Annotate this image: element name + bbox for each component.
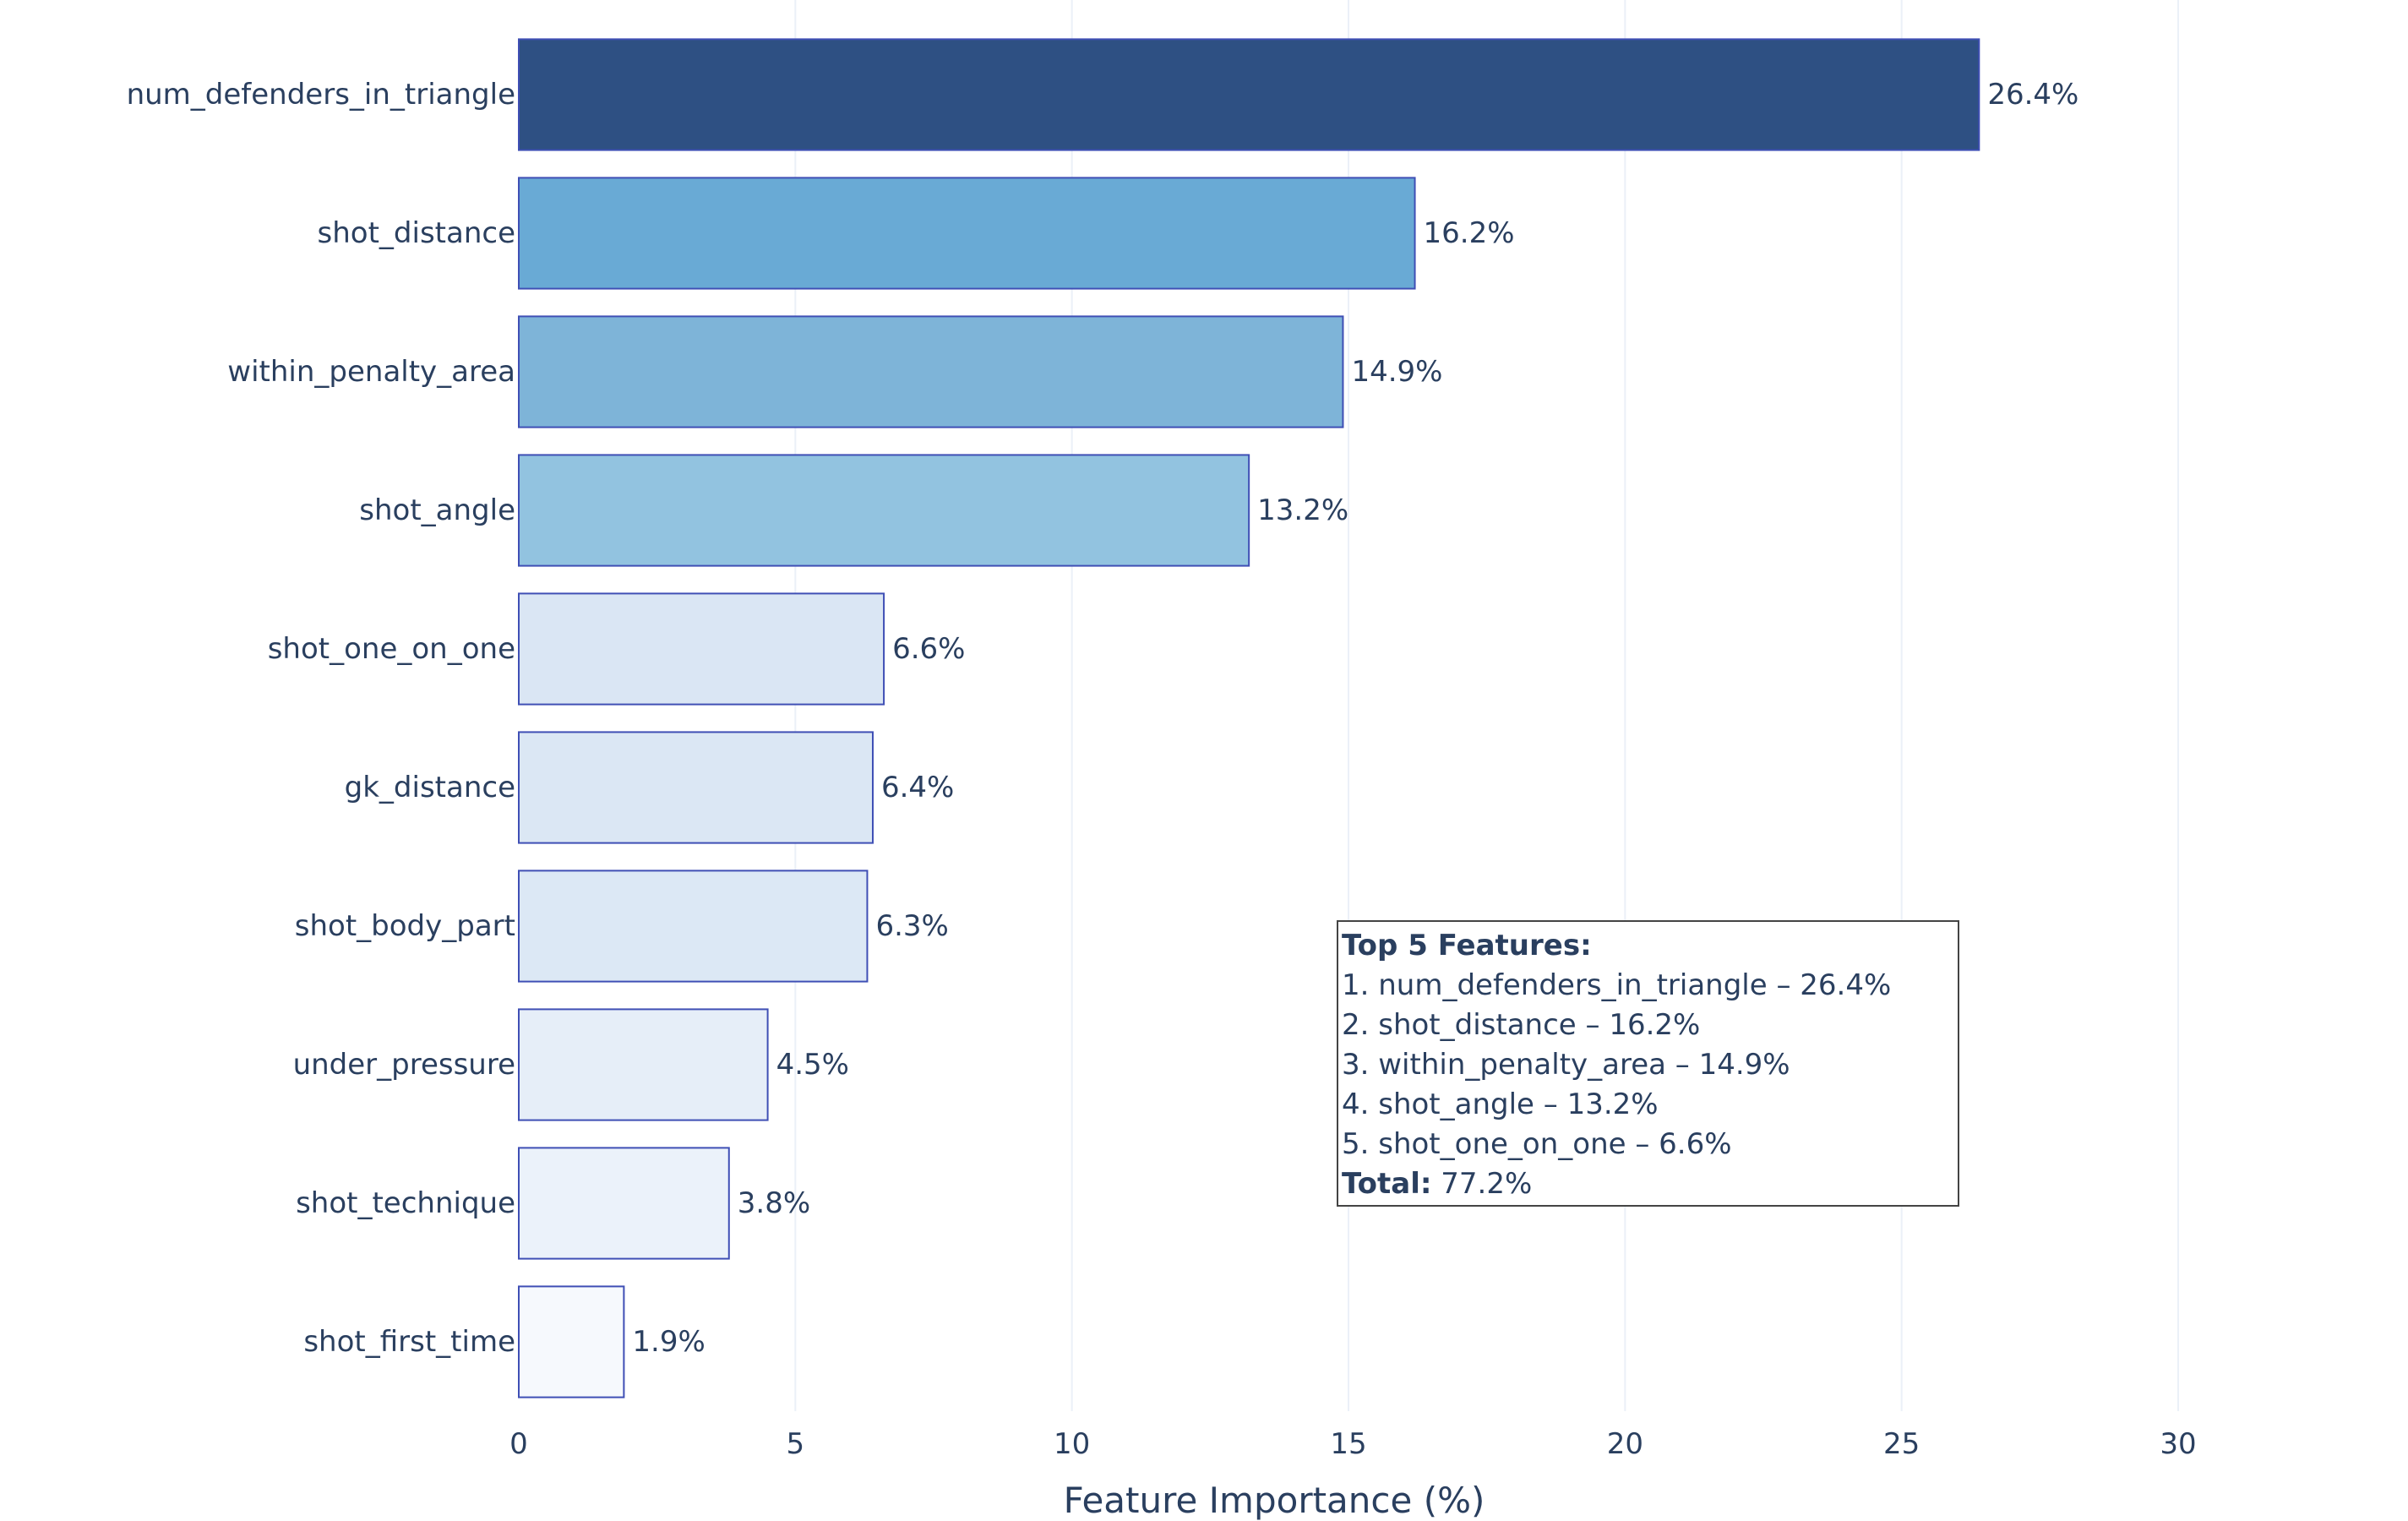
data-label: 6.3% bbox=[875, 909, 948, 943]
y-tick-labels: num_defenders_in_triangle shot_distancewi… bbox=[127, 78, 515, 1359]
y-tick-label: gk_distance bbox=[345, 771, 515, 804]
y-tick-label: shot_distance bbox=[318, 216, 515, 250]
data-label: 13.2% bbox=[1257, 493, 1348, 527]
bar-shot_one_on_one bbox=[518, 592, 885, 706]
annotation-total-label: Total: bbox=[1342, 1167, 1431, 1201]
x-axis-title: Feature Importance (%) bbox=[1064, 1480, 1485, 1521]
bar-shot_first_time bbox=[518, 1285, 625, 1398]
bar-shot_angle bbox=[518, 454, 1250, 567]
x-tick-label: 5 bbox=[787, 1427, 805, 1461]
bar-shot_technique bbox=[518, 1147, 730, 1260]
bar-gk_distance bbox=[518, 731, 874, 844]
bars bbox=[518, 38, 1980, 1398]
data-label: 6.4% bbox=[881, 771, 954, 804]
y-tick-label: within_penalty_area bbox=[227, 355, 515, 389]
data-label: 16.2% bbox=[1424, 216, 1515, 250]
bar-shot_body_part bbox=[518, 870, 869, 983]
data-label: 3.8% bbox=[738, 1186, 810, 1220]
x-tick-labels: 0 5 10 15 20 25 30 bbox=[509, 1427, 2196, 1461]
bar-num_defenders_in_triangle bbox=[518, 38, 1980, 151]
y-tick-label: shot_first_time bbox=[303, 1325, 515, 1359]
annotation-title: Top 5 Features: bbox=[1342, 929, 1592, 962]
x-tick-label: 20 bbox=[1607, 1427, 1643, 1461]
x-tick-label: 0 bbox=[509, 1427, 528, 1461]
top-features-annotation: Top 5 Features: 1. num_defenders_in_tria… bbox=[1337, 920, 1959, 1207]
bar-under_pressure bbox=[518, 1008, 769, 1121]
data-label: 1.9% bbox=[632, 1325, 705, 1359]
y-tick-label: under_pressure bbox=[293, 1048, 515, 1082]
x-tick-label: 10 bbox=[1054, 1427, 1090, 1461]
y-tick-label: num_defenders_in_triangle bbox=[127, 78, 515, 112]
x-tick-label: 25 bbox=[1883, 1427, 1920, 1461]
x-tick-label: 15 bbox=[1330, 1427, 1366, 1461]
annotation-box bbox=[1337, 920, 1959, 1207]
data-label: 26.4% bbox=[1987, 78, 2078, 112]
bar-within_penalty_area bbox=[518, 315, 1344, 428]
annotation-line: 3. within_penalty_area – 14.9% bbox=[1342, 1048, 1790, 1082]
annotation-total: Total: 77.2% bbox=[1342, 1167, 1532, 1201]
annotation-line: 1. num_defenders_in_triangle – 26.4% bbox=[1342, 968, 1891, 1002]
data-label: 4.5% bbox=[776, 1048, 849, 1082]
bar-shot_distance bbox=[518, 177, 1416, 290]
y-tick-label: shot_technique bbox=[296, 1186, 515, 1220]
y-tick-label: shot_angle bbox=[359, 493, 515, 527]
annotation-line: 5. shot_one_on_one – 6.6% bbox=[1342, 1127, 1732, 1161]
data-label: 14.9% bbox=[1351, 355, 1442, 389]
y-tick-label: shot_one_on_one bbox=[268, 632, 515, 666]
annotation-total-value: 77.2% bbox=[1431, 1167, 1532, 1201]
data-label: 6.6% bbox=[892, 632, 965, 666]
annotation-line: 4. shot_angle – 13.2% bbox=[1342, 1088, 1659, 1121]
x-tick-label: 30 bbox=[2160, 1427, 2196, 1461]
data-labels: 26.4% 16.2% 14.9% 13.2% 6.6% 6.4% 6.3% 4.5% 3.8%… bbox=[632, 78, 2078, 1359]
y-tick-label: shot_body_part bbox=[295, 909, 515, 943]
annotation-line: 2. shot_distance – 16.2% bbox=[1342, 1008, 1700, 1042]
